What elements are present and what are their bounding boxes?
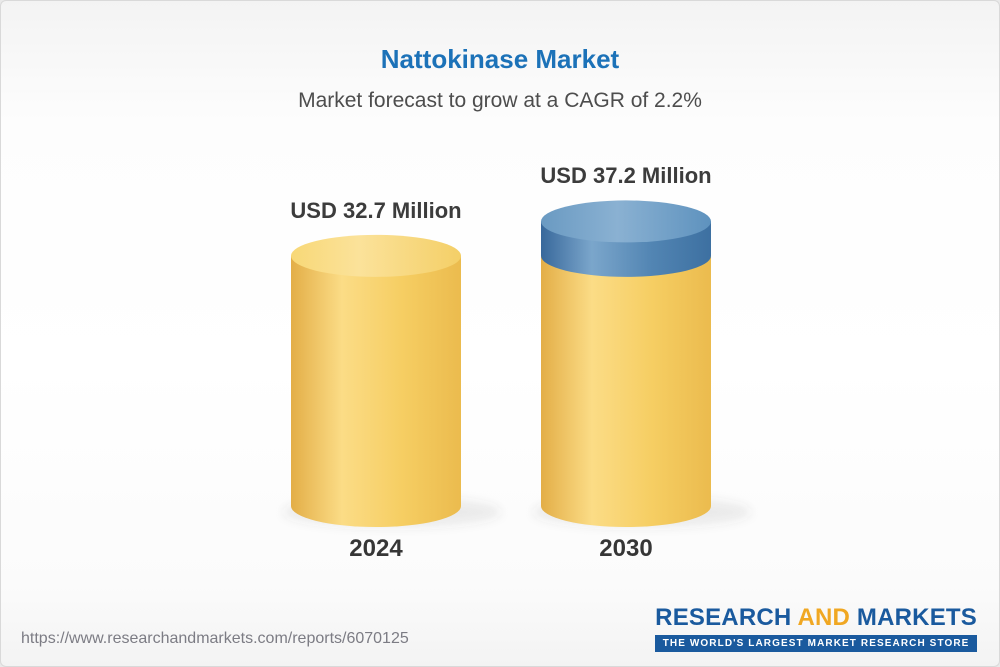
value-label-2030: USD 37.2 Million bbox=[540, 163, 712, 189]
logo-tagline: THE WORLD'S LARGEST MARKET RESEARCH STOR… bbox=[655, 635, 977, 652]
logo-wordmark: RESEARCH AND MARKETS bbox=[655, 604, 977, 632]
report-url-link[interactable]: https://www.researchandmarkets.com/repor… bbox=[21, 630, 409, 647]
chart-title: Nattokinase Market bbox=[380, 44, 620, 74]
bar-2024-top bbox=[291, 234, 461, 277]
logo-word-markets: MARKETS bbox=[856, 604, 977, 631]
bar-2030-cap-top bbox=[541, 200, 711, 243]
category-label-2024: 2024 bbox=[349, 535, 403, 562]
logo-word-and: AND bbox=[797, 604, 851, 631]
bars-group bbox=[283, 200, 751, 527]
logo-word-research: RESEARCH bbox=[655, 604, 792, 631]
research-and-markets-logo[interactable]: RESEARCH AND MARKETS THE WORLD'S LARGEST… bbox=[655, 604, 977, 652]
chart-subtitle: Market forecast to grow at a CAGR of 2.2… bbox=[298, 89, 702, 112]
bar-2024-body bbox=[291, 255, 461, 506]
value-label-2024: USD 32.7 Million bbox=[290, 197, 462, 223]
category-label-2030: 2030 bbox=[599, 535, 653, 562]
bar-2030-body bbox=[541, 255, 711, 506]
